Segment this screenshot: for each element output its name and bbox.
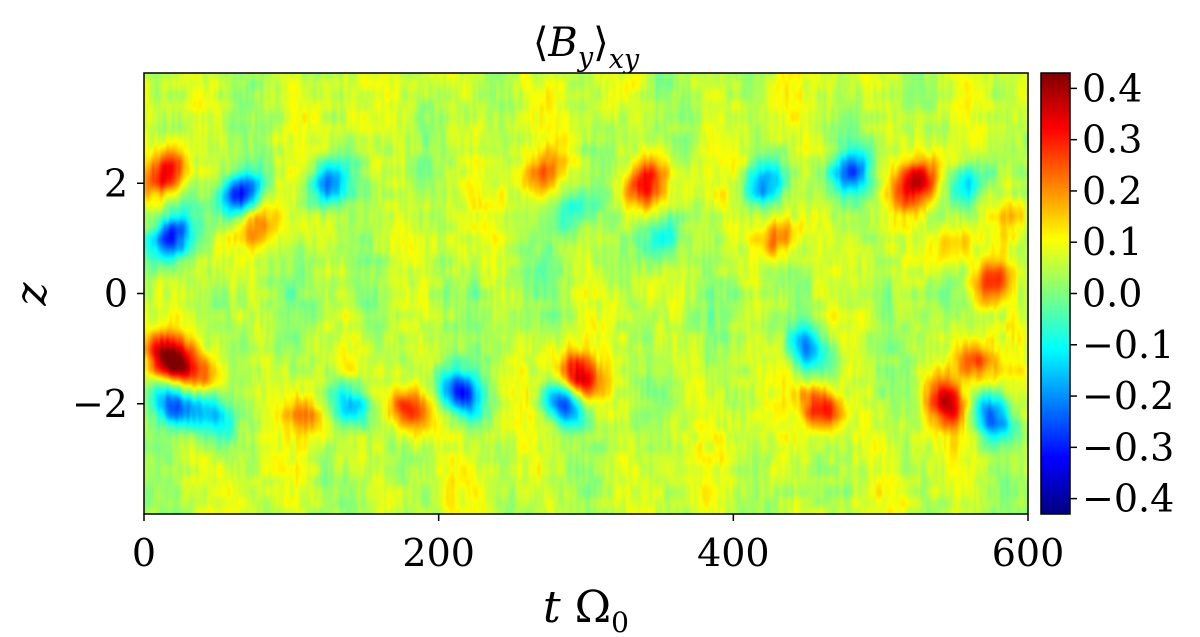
svg-text:⟨By⟩xy: ⟨By⟩xy [533, 20, 640, 75]
colorbar-tick-label: −0.4 [1082, 477, 1174, 521]
heatmap-plot-area [144, 73, 1028, 514]
y-tick-label: 0 [104, 272, 128, 316]
x-axis: 0 200 400 600 [132, 514, 1064, 575]
x-tick-label: 200 [402, 531, 475, 575]
colorbar-tick-label: 0.0 [1082, 272, 1142, 316]
colorbar-tick-label: −0.3 [1082, 425, 1174, 469]
x-tick-label: 400 [697, 531, 770, 575]
chart-title: ⟨By⟩xy [533, 20, 640, 75]
y-tick-label: −2 [72, 382, 128, 426]
colorbar-tick-label: 0.1 [1082, 220, 1142, 264]
x-tick-label: 600 [992, 531, 1065, 575]
colorbar-tick-label: 0.4 [1082, 66, 1142, 110]
colorbar-tick-label: 0.2 [1082, 169, 1142, 213]
y-axis-label: z [6, 282, 57, 307]
colorbar-tick-label: −0.1 [1082, 323, 1174, 367]
y-axis: −2 0 2 [72, 161, 144, 426]
y-tick-label: 2 [104, 161, 128, 205]
svg-text:t Ω0: t Ω0 [543, 582, 629, 637]
colorbar [1041, 73, 1070, 514]
colorbar-axis: 0.4 0.3 0.2 0.1 0.0 −0.1 −0.2 −0.3 −0.4 [1070, 66, 1174, 521]
x-tick-label: 0 [132, 531, 156, 575]
colorbar-tick-label: 0.3 [1082, 118, 1142, 162]
x-axis-label: t Ω0 [543, 582, 629, 637]
colorbar-tick-label: −0.2 [1082, 374, 1174, 418]
